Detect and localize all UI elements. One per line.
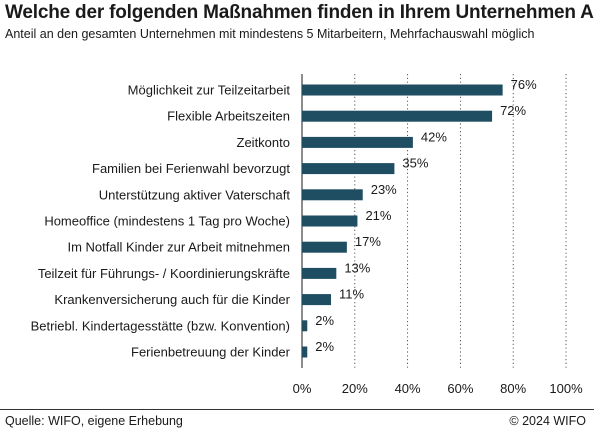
bar — [302, 241, 347, 253]
value-label: 42% — [421, 129, 447, 144]
bar — [302, 163, 395, 175]
category-label: Im Notfall Kinder zur Arbeit mitnehmen — [67, 240, 290, 255]
x-tick-label: 60% — [447, 381, 473, 396]
value-label: 76% — [511, 77, 537, 92]
bars — [302, 84, 503, 358]
chart-subtitle: Anteil an den gesamten Unternehmen mit m… — [5, 27, 535, 41]
category-labels: Möglichkeit zur Teilzeitarbeit Flexible A… — [31, 83, 291, 360]
bar — [302, 346, 308, 358]
x-tick-label: 0% — [293, 381, 312, 396]
value-label: 17% — [355, 234, 381, 249]
value-label: 11% — [339, 287, 364, 302]
bar — [302, 320, 308, 332]
x-tick-label: 40% — [395, 381, 421, 396]
category-label: Familien bei Ferienwahl bevorzugt — [92, 161, 290, 176]
bar-chart: Möglichkeit zur Teilzeitarbeit Flexible A… — [31, 74, 583, 396]
value-labels: 76% 72% 42% 35% 23% 21% 17% 13% 11% 2% 2% — [315, 77, 537, 354]
bar — [302, 84, 503, 96]
copyright-note: © 2024 WIFO — [509, 414, 586, 428]
bar — [302, 189, 363, 201]
category-label: Teilzeit für Führungs- / Koordinierungsk… — [38, 266, 290, 281]
category-label: Flexible Arbeitszeiten — [167, 109, 290, 124]
category-label: Ferienbetreuung der Kinder — [131, 345, 291, 360]
value-label: 2% — [315, 313, 334, 328]
category-label: Homeoffice (mindestens 1 Tag pro Woche) — [44, 214, 290, 229]
bar — [302, 215, 358, 227]
bar — [302, 267, 337, 279]
bar — [302, 294, 332, 306]
category-label: Krankenversicherung auch für die Kinder — [54, 292, 290, 307]
category-label: Betriebl. Kindertagesstätte (bzw. Konven… — [31, 318, 290, 333]
x-axis-ticks: 0% 20% 40% 60% 80% 100% — [293, 381, 583, 396]
chart-title: Welche der folgenden Maßnahmen finden in… — [5, 2, 594, 23]
value-label: 72% — [500, 103, 526, 118]
bar — [302, 110, 493, 122]
footer-divider — [0, 409, 594, 410]
source-note: Quelle: WIFO, eigene Erhebung — [5, 414, 183, 428]
value-label: 13% — [344, 260, 370, 275]
bar — [302, 136, 413, 148]
value-label: 23% — [371, 182, 397, 197]
category-label: Zeitkonto — [237, 135, 290, 150]
x-tick-label: 80% — [500, 381, 526, 396]
x-tick-label: 100% — [549, 381, 583, 396]
category-label: Unterstützung aktiver Vaterschaft — [99, 187, 291, 202]
value-label: 35% — [402, 156, 428, 171]
value-label: 21% — [365, 208, 391, 223]
category-label: Möglichkeit zur Teilzeitarbeit — [128, 83, 291, 98]
value-label: 2% — [315, 339, 334, 354]
x-tick-label: 20% — [342, 381, 368, 396]
